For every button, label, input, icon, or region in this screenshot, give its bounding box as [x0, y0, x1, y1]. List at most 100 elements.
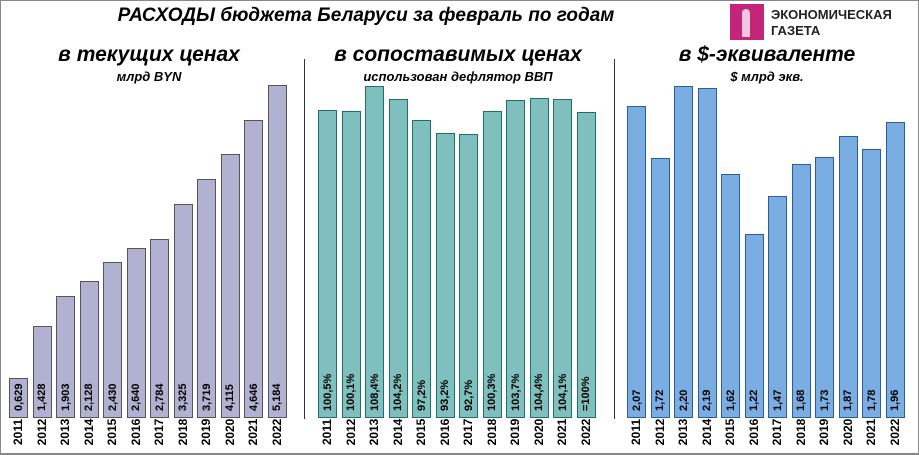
- x-tick-label: 2012: [652, 418, 667, 446]
- bar: 1,78: [862, 149, 881, 418]
- x-tick-label: 2022: [887, 418, 902, 446]
- bar: 100,3%: [482, 110, 502, 418]
- bar: 1,68: [791, 164, 811, 418]
- x-tick-label: 2012: [34, 418, 49, 446]
- bar: 4,115: [220, 153, 240, 418]
- x-tick-label: 2017: [461, 418, 475, 446]
- data-label: 93,2%: [439, 379, 451, 411]
- x-tick-label: 2021: [555, 418, 569, 446]
- data-label: 103,7%: [509, 373, 522, 411]
- data-label: 5,184: [271, 383, 283, 411]
- data-label: 1,73: [818, 389, 831, 411]
- panel-title: в $-эквиваленте: [678, 43, 856, 66]
- data-label: 100,1%: [345, 373, 357, 411]
- bar: 104,2%: [388, 98, 408, 418]
- bar: 103,7%: [506, 100, 525, 418]
- x-tick-label: 2017: [770, 418, 784, 446]
- logo-text-1: ЭКОНОМИЧЕСКАЯ: [771, 7, 892, 22]
- data-label: 1,72: [654, 389, 666, 411]
- bar: 93,2%: [435, 132, 455, 418]
- x-tick-label: 2015: [414, 418, 428, 446]
- x-tick-label: 2011: [320, 418, 334, 446]
- bottom-line: [1, 453, 918, 454]
- data-label: 104,4%: [533, 373, 545, 411]
- bar: 1,62: [721, 173, 740, 418]
- x-tick-label: 2020: [840, 418, 855, 446]
- x-tick-label: 2021: [246, 418, 260, 446]
- x-tick-label: 2013: [367, 418, 381, 446]
- bar: 100,5%: [318, 110, 337, 418]
- data-label: 1,903: [59, 383, 72, 411]
- data-label: =100%: [580, 376, 592, 411]
- x-tick-label: 2013: [676, 418, 690, 446]
- panel-divider: [304, 59, 305, 419]
- bar: 3,325: [173, 204, 193, 418]
- bar: 108,4%: [365, 86, 384, 418]
- data-label: 104,2%: [392, 373, 404, 411]
- logo-text-2: ГАЗЕТА: [771, 23, 821, 38]
- data-label: 2,20: [677, 389, 690, 411]
- bar: 1,22: [744, 233, 764, 418]
- data-label: 3,719: [200, 383, 213, 411]
- bar: 104,1%: [553, 99, 572, 418]
- x-tick-label: 2022: [578, 418, 593, 446]
- bar: =100%: [576, 111, 596, 418]
- x-tick-label: 2021: [864, 418, 878, 446]
- bar: 1,47: [768, 196, 787, 418]
- bar: 1,72: [650, 158, 670, 418]
- x-tick-label: 2011: [11, 418, 25, 446]
- data-label: 0,629: [12, 383, 25, 411]
- bar: 2,430: [103, 261, 122, 418]
- x-tick-label: 2015: [723, 418, 737, 446]
- bar: 1,87: [838, 135, 858, 418]
- x-tick-label: 2019: [199, 418, 213, 446]
- data-label: 1,22: [748, 389, 760, 411]
- bar: 3,719: [197, 179, 216, 418]
- panel-title: в текущих ценах: [58, 43, 240, 66]
- panel-title: в сопоставимых ценах: [334, 43, 582, 66]
- panel-divider: [614, 59, 615, 419]
- bar: 2,784: [150, 239, 169, 418]
- bar: 1,428: [32, 326, 52, 418]
- data-label: 2,07: [630, 389, 643, 411]
- bar: 4,646: [244, 119, 263, 418]
- x-tick-label: 2020: [531, 418, 546, 446]
- bar: 92,7%: [459, 134, 478, 418]
- x-tick-label: 2019: [817, 418, 831, 446]
- bar: 1,96: [885, 122, 905, 418]
- data-label: 4,646: [247, 383, 260, 411]
- x-tick-label: 2011: [629, 418, 643, 446]
- x-tick-label: 2022: [269, 418, 284, 446]
- panel-subtitle: использован дефлятор ВВП: [363, 69, 553, 84]
- data-label: 2,19: [701, 389, 713, 411]
- data-label: 97,2%: [415, 379, 428, 411]
- data-label: 2,430: [106, 383, 119, 411]
- data-label: 1,428: [36, 383, 48, 411]
- x-tick-label: 2018: [484, 418, 499, 446]
- x-tick-label: 2014: [699, 418, 714, 446]
- data-label: 100,5%: [321, 373, 334, 411]
- bar: 97,2%: [412, 120, 431, 418]
- data-label: 1,87: [842, 389, 854, 411]
- chart-title: РАСХОДЫ бюджета Беларуси за февраль по г…: [117, 5, 615, 26]
- data-label: 4,115: [224, 384, 236, 411]
- data-label: 1,47: [771, 389, 784, 411]
- bar: 2,640: [126, 248, 146, 418]
- logo-icon: [730, 4, 764, 40]
- x-tick-label: 2016: [128, 418, 143, 446]
- x-tick-label: 2018: [175, 418, 190, 446]
- data-label: 108,4%: [368, 373, 381, 411]
- panel-subtitle: млрд BYN: [116, 69, 182, 84]
- bar: 1,73: [815, 156, 834, 418]
- x-tick-label: 2019: [508, 418, 522, 446]
- data-label: 3,325: [177, 383, 189, 411]
- x-tick-label: 2017: [152, 418, 166, 446]
- bar: 104,4%: [529, 98, 549, 418]
- x-tick-label: 2014: [81, 418, 96, 446]
- x-tick-label: 2016: [746, 418, 761, 446]
- data-label: 1,78: [865, 389, 878, 411]
- panel-subtitle: $ млрд экв.: [730, 69, 804, 84]
- bar: 1,903: [56, 295, 75, 418]
- data-label: 2,784: [153, 383, 166, 411]
